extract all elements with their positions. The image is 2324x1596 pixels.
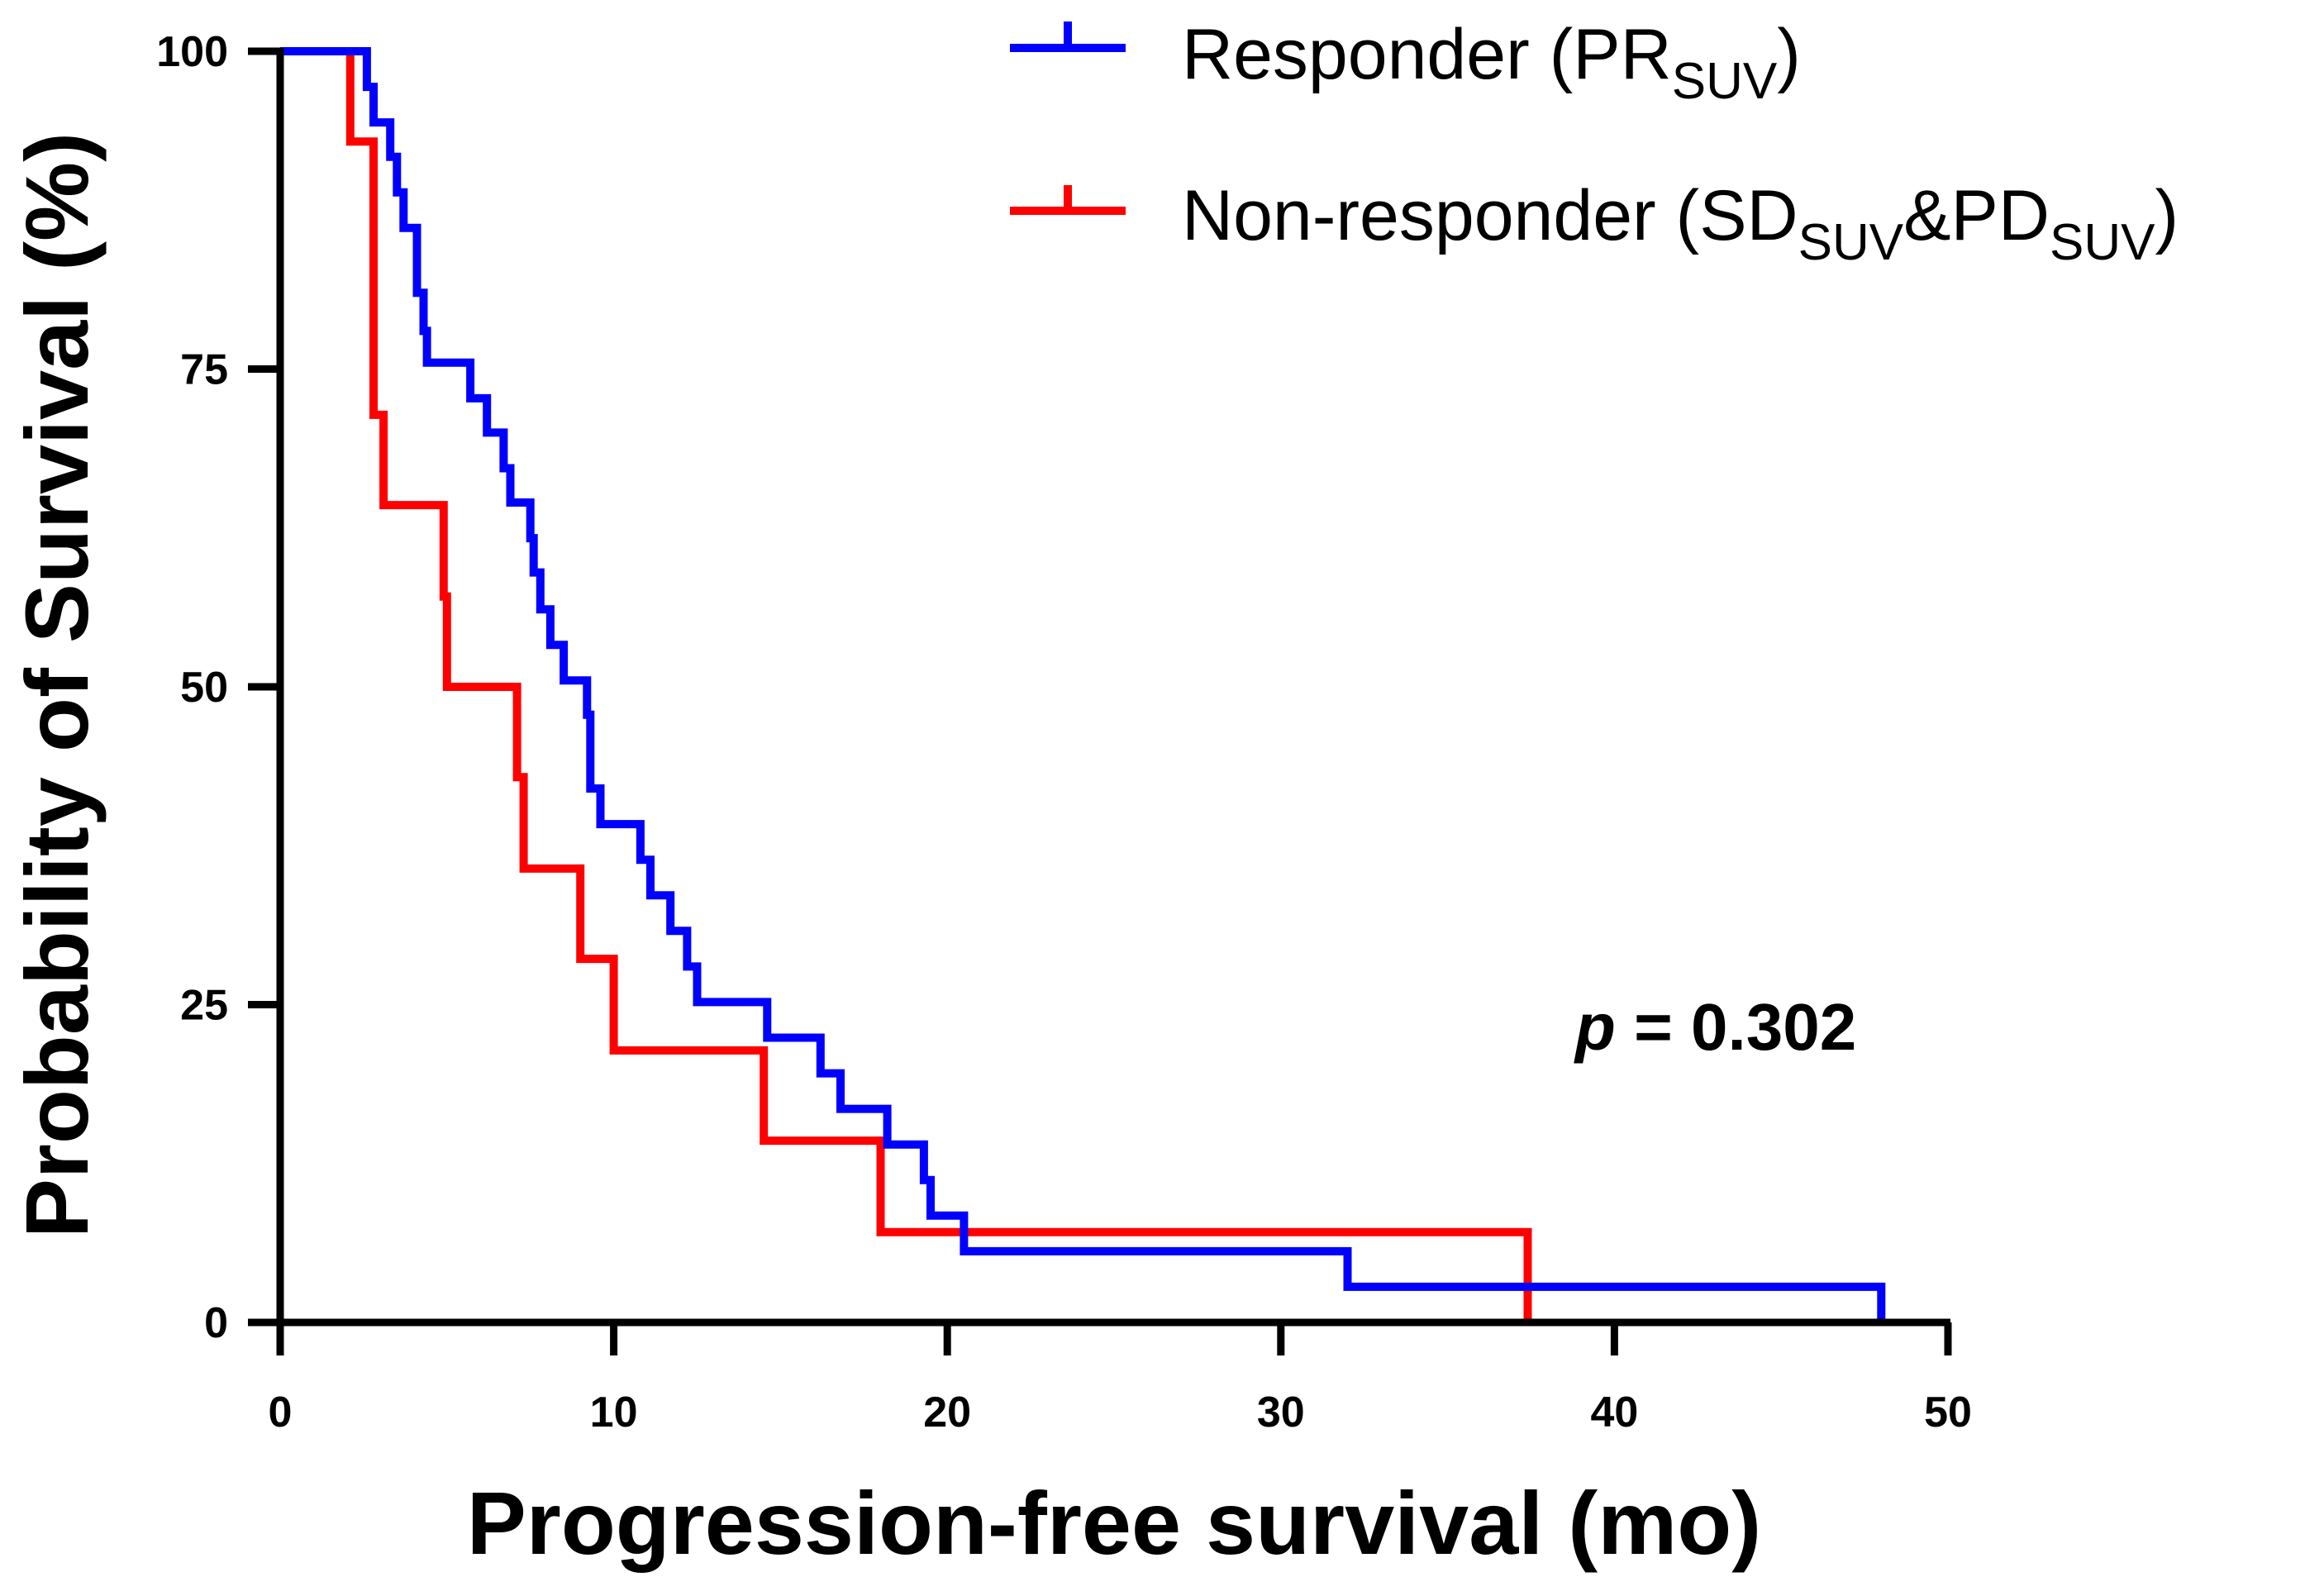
legend-label-responder-sub: SUV [1672, 53, 1778, 110]
legend: Responder (PRSUV) Non-responder (SDSUV&P… [1010, 15, 2179, 271]
y-tick-label-0: 0 [204, 1299, 228, 1347]
legend-label-non-responder-close: ) [2155, 176, 2179, 255]
y-tick-label-50: 50 [180, 664, 228, 712]
x-tick-label-40: 40 [1590, 1389, 1638, 1436]
legend-label-responder-main: Responder (PR [1182, 15, 1672, 94]
legend-label-non-responder: Non-responder (SDSUV&PDSUV) [1182, 176, 2179, 271]
legend-label-non-responder-mid: &PD [1903, 176, 2050, 255]
y-tick-label-75: 75 [180, 346, 228, 394]
x-axis-title: Progression-free survival (mo) [467, 1473, 1761, 1573]
x-tick-label-10: 10 [590, 1389, 638, 1436]
p-value-text: = 0.302 [1616, 990, 1856, 1064]
y-tick-label-100: 100 [156, 28, 228, 76]
x-ticks: 0 10 20 30 40 50 [269, 1322, 1972, 1436]
curve-non-responder [280, 47, 1532, 1322]
legend-label-responder: Responder (PRSUV) [1182, 15, 1801, 110]
survival-curves [280, 47, 1886, 1322]
legend-label-responder-close: ) [1777, 15, 1801, 94]
legend-item-non-responder: Non-responder (SDSUV&PDSUV) [1010, 176, 2179, 271]
x-tick-label-30: 30 [1257, 1389, 1305, 1436]
x-tick-label-0: 0 [269, 1389, 293, 1436]
legend-label-non-responder-sub1: SUV [1798, 214, 1904, 271]
y-axis-title: Probability of Survival (%) [7, 132, 107, 1238]
curve-responder [280, 47, 1886, 1322]
legend-label-non-responder-main: Non-responder (SD [1182, 176, 1798, 255]
y-ticks: 0 25 50 75 100 [156, 28, 280, 1347]
x-tick-label-50: 50 [1924, 1389, 1972, 1436]
legend-label-non-responder-sub2: SUV [2050, 214, 2155, 271]
p-value-symbol: p [1574, 990, 1616, 1064]
y-tick-label-25: 25 [180, 982, 228, 1030]
p-value-annotation: p = 0.302 [1574, 990, 1856, 1064]
x-tick-label-20: 20 [923, 1389, 971, 1436]
legend-item-responder: Responder (PRSUV) [1010, 15, 1801, 110]
